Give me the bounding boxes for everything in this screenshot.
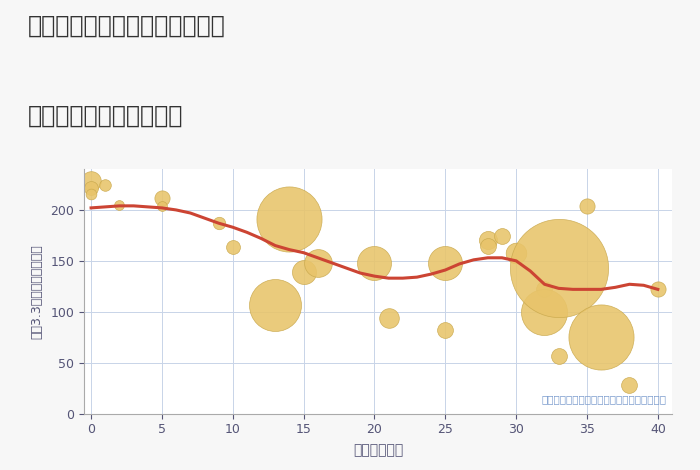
Point bbox=[228, 243, 239, 251]
Point bbox=[440, 326, 451, 334]
Point bbox=[482, 242, 493, 249]
Point bbox=[440, 259, 451, 266]
Text: 築年数別中古戸建て価格: 築年数別中古戸建て価格 bbox=[28, 103, 183, 127]
Text: 円の大きさは、取引のあった物件面積を示す: 円の大きさは、取引のあった物件面積を示す bbox=[541, 394, 666, 404]
Point bbox=[156, 202, 167, 210]
Point bbox=[114, 201, 125, 209]
Point bbox=[539, 286, 550, 293]
Point bbox=[270, 301, 281, 308]
Point bbox=[298, 268, 309, 276]
Text: 京都府京都市中京区立誠学区の: 京都府京都市中京区立誠学区の bbox=[28, 14, 225, 38]
Y-axis label: 坪（3.3㎡）単価（万円）: 坪（3.3㎡）単価（万円） bbox=[31, 244, 43, 339]
Point bbox=[99, 182, 111, 189]
Point bbox=[312, 259, 323, 266]
Point bbox=[553, 264, 564, 272]
Point bbox=[156, 194, 167, 202]
Point bbox=[482, 237, 493, 244]
Point bbox=[369, 259, 380, 266]
Point bbox=[596, 334, 607, 341]
Point bbox=[85, 190, 97, 197]
Point bbox=[510, 249, 522, 257]
X-axis label: 築年数（年）: 築年数（年） bbox=[353, 443, 403, 457]
Point bbox=[624, 381, 635, 389]
Point bbox=[383, 314, 394, 321]
Point bbox=[652, 286, 664, 293]
Point bbox=[496, 233, 507, 240]
Point bbox=[85, 178, 97, 185]
Point bbox=[539, 308, 550, 315]
Point bbox=[553, 352, 564, 359]
Point bbox=[582, 202, 593, 210]
Point bbox=[85, 184, 97, 191]
Point bbox=[284, 215, 295, 223]
Point bbox=[213, 219, 224, 227]
